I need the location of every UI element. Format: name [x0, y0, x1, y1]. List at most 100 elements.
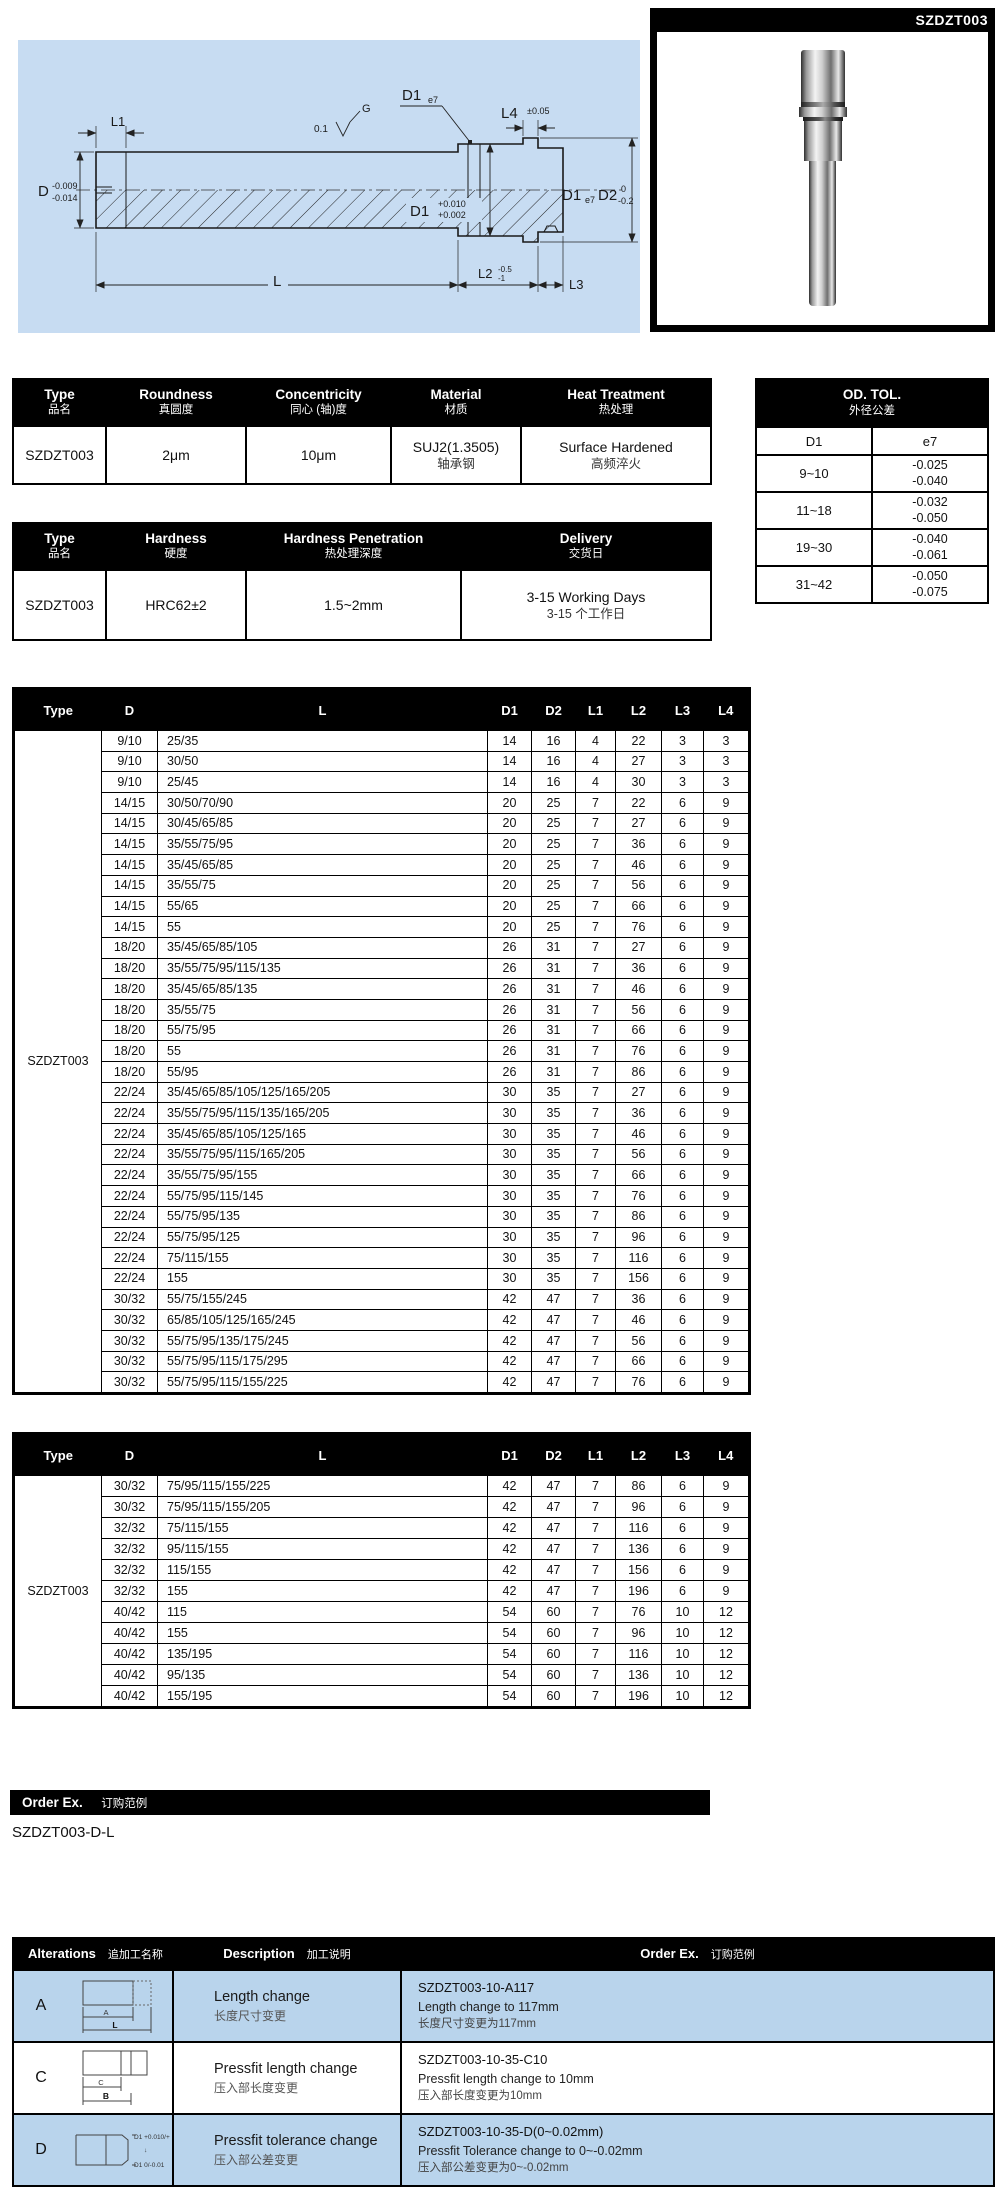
cell: 6 [661, 1580, 704, 1602]
part-outline [95, 137, 564, 243]
cell: 7 [575, 998, 616, 1021]
size1-h-d: D [101, 688, 158, 731]
cell: 155 [157, 1580, 488, 1602]
cell: 7 [575, 1643, 616, 1665]
cell: 22/24 [101, 1081, 158, 1104]
cell: 9 [703, 1288, 750, 1311]
cell: 31 [531, 936, 576, 959]
cell: 76 [615, 1601, 662, 1623]
spec-table-1: Type 品名 Roundness 真圆度 Concentricity 同心 (轴)度… [12, 378, 712, 485]
dim-label-l: L [273, 273, 281, 290]
cell: 7 [575, 1496, 616, 1518]
alteration-order-example: SZDZT003-10-35-C10 Pressfit length chang… [400, 2041, 995, 2115]
cell: 46 [615, 1123, 662, 1145]
cell: 155/195 [157, 1685, 488, 1708]
cell: 26 [487, 998, 532, 1021]
od-col-e7: e7 [870, 426, 990, 456]
cell: 9 [703, 1019, 750, 1042]
od-col-d1: D1 [755, 426, 873, 456]
spec1-roundness: 2μm [105, 425, 247, 485]
cell: 6 [661, 1123, 704, 1145]
cell: -0.050 -0.075 [870, 565, 990, 604]
cell: 7 [575, 978, 616, 1000]
cell: 7 [575, 1205, 616, 1228]
size1-h-l3: L3 [661, 688, 704, 731]
cell: 65/85/105/125/165/245 [157, 1309, 488, 1331]
od-subheader-row: D1 e7 [755, 426, 990, 456]
cell: 35/55/75/95/115/165/205 [157, 1143, 488, 1166]
cell: 56 [615, 998, 662, 1021]
cell: 7 [575, 1622, 616, 1644]
cell: 6 [661, 1247, 704, 1269]
cell: 86 [615, 1475, 662, 1497]
alterations-header-orderex: Order Ex. 订购范例 [400, 1937, 995, 1971]
cell: -0.025 -0.040 [870, 454, 990, 493]
cell: 56 [615, 1143, 662, 1166]
cell: 7 [575, 1329, 616, 1352]
cell: 7 [575, 854, 616, 876]
size1-h-type: Type [13, 688, 102, 731]
table-row: 14/15 30/50/70/90 20 25 7 22 6 9 [14, 792, 750, 814]
table-row: 11~18 -0.032 -0.050 [755, 491, 990, 530]
cell: 22/24 [101, 1247, 158, 1269]
cell: 26 [487, 978, 532, 1000]
dim-d1-press-upper: +0.010 [438, 199, 466, 209]
cell: 31~42 [755, 565, 873, 604]
cell: 9 [703, 1226, 750, 1249]
size2-h-d: D [101, 1433, 158, 1476]
cell: 6 [661, 792, 704, 814]
table-row: 14/15 35/55/75/95 20 25 7 36 6 9 [14, 833, 750, 856]
cell: 35 [531, 1205, 576, 1228]
cell: 6 [661, 1329, 704, 1352]
cell: 115 [157, 1601, 488, 1623]
cell: 196 [615, 1685, 662, 1708]
cell: 40/42 [101, 1643, 158, 1665]
cell: 6 [661, 1538, 704, 1560]
cell: 9 [703, 1102, 750, 1125]
cell: 9 [703, 1040, 750, 1062]
cell: 9 [703, 1559, 750, 1581]
cell: 30/32 [101, 1309, 158, 1331]
cell: 6 [661, 957, 704, 980]
cell: 7 [575, 1102, 616, 1125]
cell: 60 [531, 1601, 576, 1623]
cell: 22/24 [101, 1102, 158, 1125]
cell: 6 [661, 936, 704, 959]
od-tolerance-table: OD. TOL. 外径公差 D1 e7 9~10 -0.025 -0.040 11~1… [754, 378, 990, 604]
cell: 30 [487, 1164, 532, 1187]
table-row: 31~42 -0.050 -0.075 [755, 565, 990, 604]
cell: 55/75/95/115/145 [157, 1185, 488, 1207]
cell: 22 [615, 792, 662, 814]
table-row: 18/20 55 26 31 7 76 6 9 [14, 1040, 750, 1062]
table-row: 19~30 -0.040 -0.061 [755, 528, 990, 567]
cell: 7 [575, 1185, 616, 1207]
cell: 18/20 [101, 1019, 158, 1042]
cell: 9 [703, 1475, 750, 1497]
cell: 7 [575, 874, 616, 897]
cell: 96 [615, 1496, 662, 1518]
cell: 9 [703, 936, 750, 959]
spec2-header-hardness: Hardness 硬度 [105, 522, 247, 571]
dim-label-l4: L4 [501, 105, 518, 122]
cell: 6 [661, 1019, 704, 1042]
spec2-type: SZDZT003 [12, 569, 107, 641]
cell: 60 [531, 1622, 576, 1644]
cell: 7 [575, 1475, 616, 1497]
cell: 55 [157, 1040, 488, 1062]
alterations-header-row: Alterations 追加工名称 Description 加工说明 Order E… [12, 1937, 995, 1971]
cell: 7 [575, 1685, 616, 1708]
cell: 14/15 [101, 854, 158, 876]
table-row: 22/24 35/55/75/95/155 30 35 7 66 6 9 [14, 1164, 750, 1187]
spec1-header-material: Material 材质 [390, 378, 522, 427]
size1-h-d2: D2 [531, 688, 576, 731]
cell: 155 [157, 1622, 488, 1644]
cell: 40/42 [101, 1664, 158, 1686]
alteration-row-d: D D1 +0.010/+0.002 ↓ D1 0/-0.01 Pressfit… [12, 2113, 995, 2187]
cell: 9 [703, 1580, 750, 1602]
dim-l2-tol-lower: -1 [498, 274, 506, 283]
spec-table-2: Type 品名 Hardness 硬度 Hardness Penetration 热处… [12, 522, 712, 641]
cell: 6 [661, 1371, 704, 1394]
table-row: 30/32 55/75/95/135/175/245 42 47 7 56 6 9 [14, 1329, 750, 1352]
cell: 47 [531, 1309, 576, 1331]
cell: 36 [615, 1288, 662, 1311]
